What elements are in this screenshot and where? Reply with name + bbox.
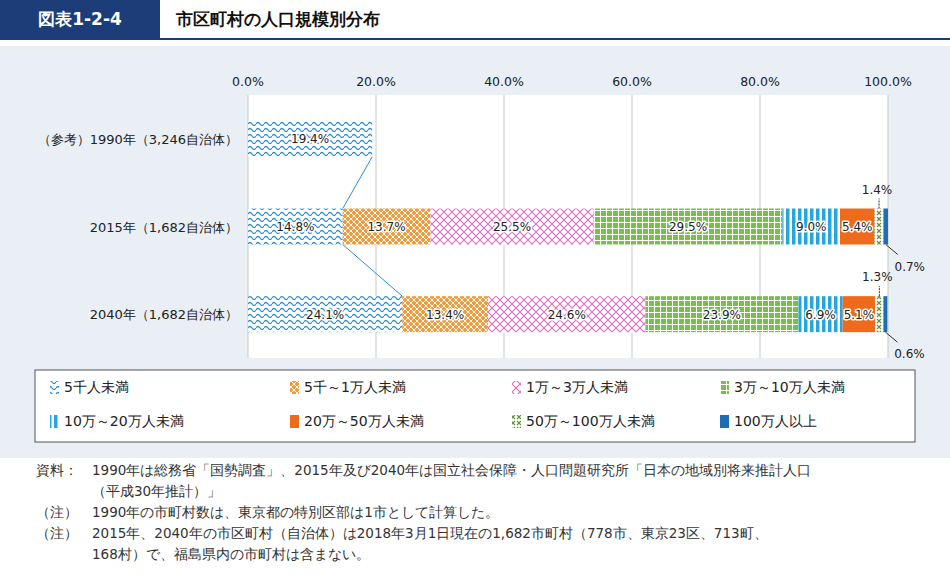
bar-segment [594, 209, 783, 245]
bar-segment [875, 296, 883, 332]
legend-label: 1万～3万人未満 [526, 379, 628, 395]
legend-swatch [290, 415, 299, 428]
bar-segment [884, 296, 888, 332]
data-label: 24.6% [548, 308, 586, 322]
data-label: 5.1% [844, 308, 875, 322]
bars [248, 121, 888, 332]
panel [0, 46, 950, 458]
category-label: （参考）1990年（3,246自治体） [38, 132, 238, 147]
data-label: 19.4% [291, 132, 329, 146]
data-labels: 19.4% 14.8% 13.7% 25.5% 29.5% 9.0% 5.4% 1.4% 0.7… [276, 132, 925, 361]
header-rule [0, 38, 950, 40]
legend-swatch [512, 381, 521, 394]
note-text: 1990年の市町村数は、東京都の特別区部は1市として計算した。 [92, 504, 499, 520]
data-label: 1.3% [862, 270, 893, 284]
leader-line [886, 245, 898, 255]
legend-label: 5千～1万人未満 [304, 379, 406, 395]
bar-segment [248, 121, 372, 157]
data-label: 5.4% [842, 220, 873, 234]
legend-box [35, 370, 915, 442]
plot-area [248, 95, 888, 358]
note-text: 2015年、2040年の市区町村（自治体）は2018年3月1日現在の1,682市… [92, 525, 768, 541]
tick-label: 100.0% [864, 74, 912, 89]
data-label: 14.8% [276, 220, 314, 234]
note-text: （平成30年推計）」 [92, 483, 221, 499]
bar-segment [840, 209, 875, 245]
tick-label: 40.0% [484, 74, 524, 89]
leader-line [885, 332, 897, 342]
connector-line [343, 245, 403, 297]
bar-segment [884, 209, 888, 245]
legend-swatch [512, 415, 521, 428]
leader-line [879, 199, 880, 209]
bar-segment [402, 296, 488, 332]
tick-label: 80.0% [740, 74, 780, 89]
legend-label: 5千人未満 [64, 379, 129, 395]
data-label: 25.5% [493, 220, 531, 234]
legend-label: 20万～50万人未満 [304, 413, 424, 429]
legend-label: 100万人以上 [734, 413, 817, 429]
legend-label: 50万～100万人未満 [526, 413, 655, 429]
note-text: 1990年は総務省「国勢調査」、2015年及び2040年は国立社会保障・人口問題… [92, 462, 811, 478]
bar-segment [875, 209, 884, 245]
note-label: 資料： [36, 462, 78, 478]
legend-swatch [720, 415, 729, 428]
data-label: 13.7% [367, 220, 405, 234]
tick-label: 0.0% [232, 74, 264, 89]
data-label: 29.5% [669, 220, 707, 234]
bar-segment [343, 209, 431, 245]
note-text: 168村）で、福島県内の市町村は含まない。 [92, 546, 370, 562]
legend-swatch [50, 415, 59, 428]
data-label: 0.7% [895, 260, 926, 274]
bar-segment [798, 296, 842, 332]
legend-label: 10万～20万人未満 [64, 413, 184, 429]
legend-label: 3万～10万人未満 [734, 379, 845, 395]
note-label: （注） [36, 525, 78, 541]
bar-segment [488, 296, 645, 332]
category-label: 2040年（1,682自治体） [90, 307, 238, 322]
tick-label: 20.0% [356, 74, 396, 89]
chart: 図表1-2-4 市区町村の人口規模別分布 0.0% 20.0% 40.0% 60.0% 80… [0, 0, 950, 585]
data-label: 1.4% [862, 183, 893, 197]
leader-line [879, 286, 880, 296]
legend-swatch [50, 381, 59, 394]
bar-segment [248, 296, 402, 332]
note-label: （注） [36, 504, 78, 520]
header-badge [0, 0, 160, 38]
bar-segment [645, 296, 798, 332]
data-label: 24.1% [306, 308, 344, 322]
data-label: 0.6% [894, 347, 925, 361]
bar-segment [843, 296, 876, 332]
category-label: 2015年（1,682自治体） [90, 220, 238, 235]
bar-segment [430, 209, 593, 245]
tick-label: 60.0% [612, 74, 652, 89]
data-label: 13.4% [426, 308, 464, 322]
connector-line [343, 157, 372, 209]
figure-label: 図表1-2-4 [38, 9, 122, 29]
data-label: 6.9% [805, 308, 836, 322]
data-label: 9.0% [796, 220, 827, 234]
legend-swatch [290, 381, 299, 394]
data-label: 23.9% [703, 308, 741, 322]
title: 市区町村の人口規模別分布 [175, 9, 380, 29]
legend-swatch [720, 381, 729, 394]
bar-segment [248, 209, 343, 245]
bar-segment [782, 209, 840, 245]
